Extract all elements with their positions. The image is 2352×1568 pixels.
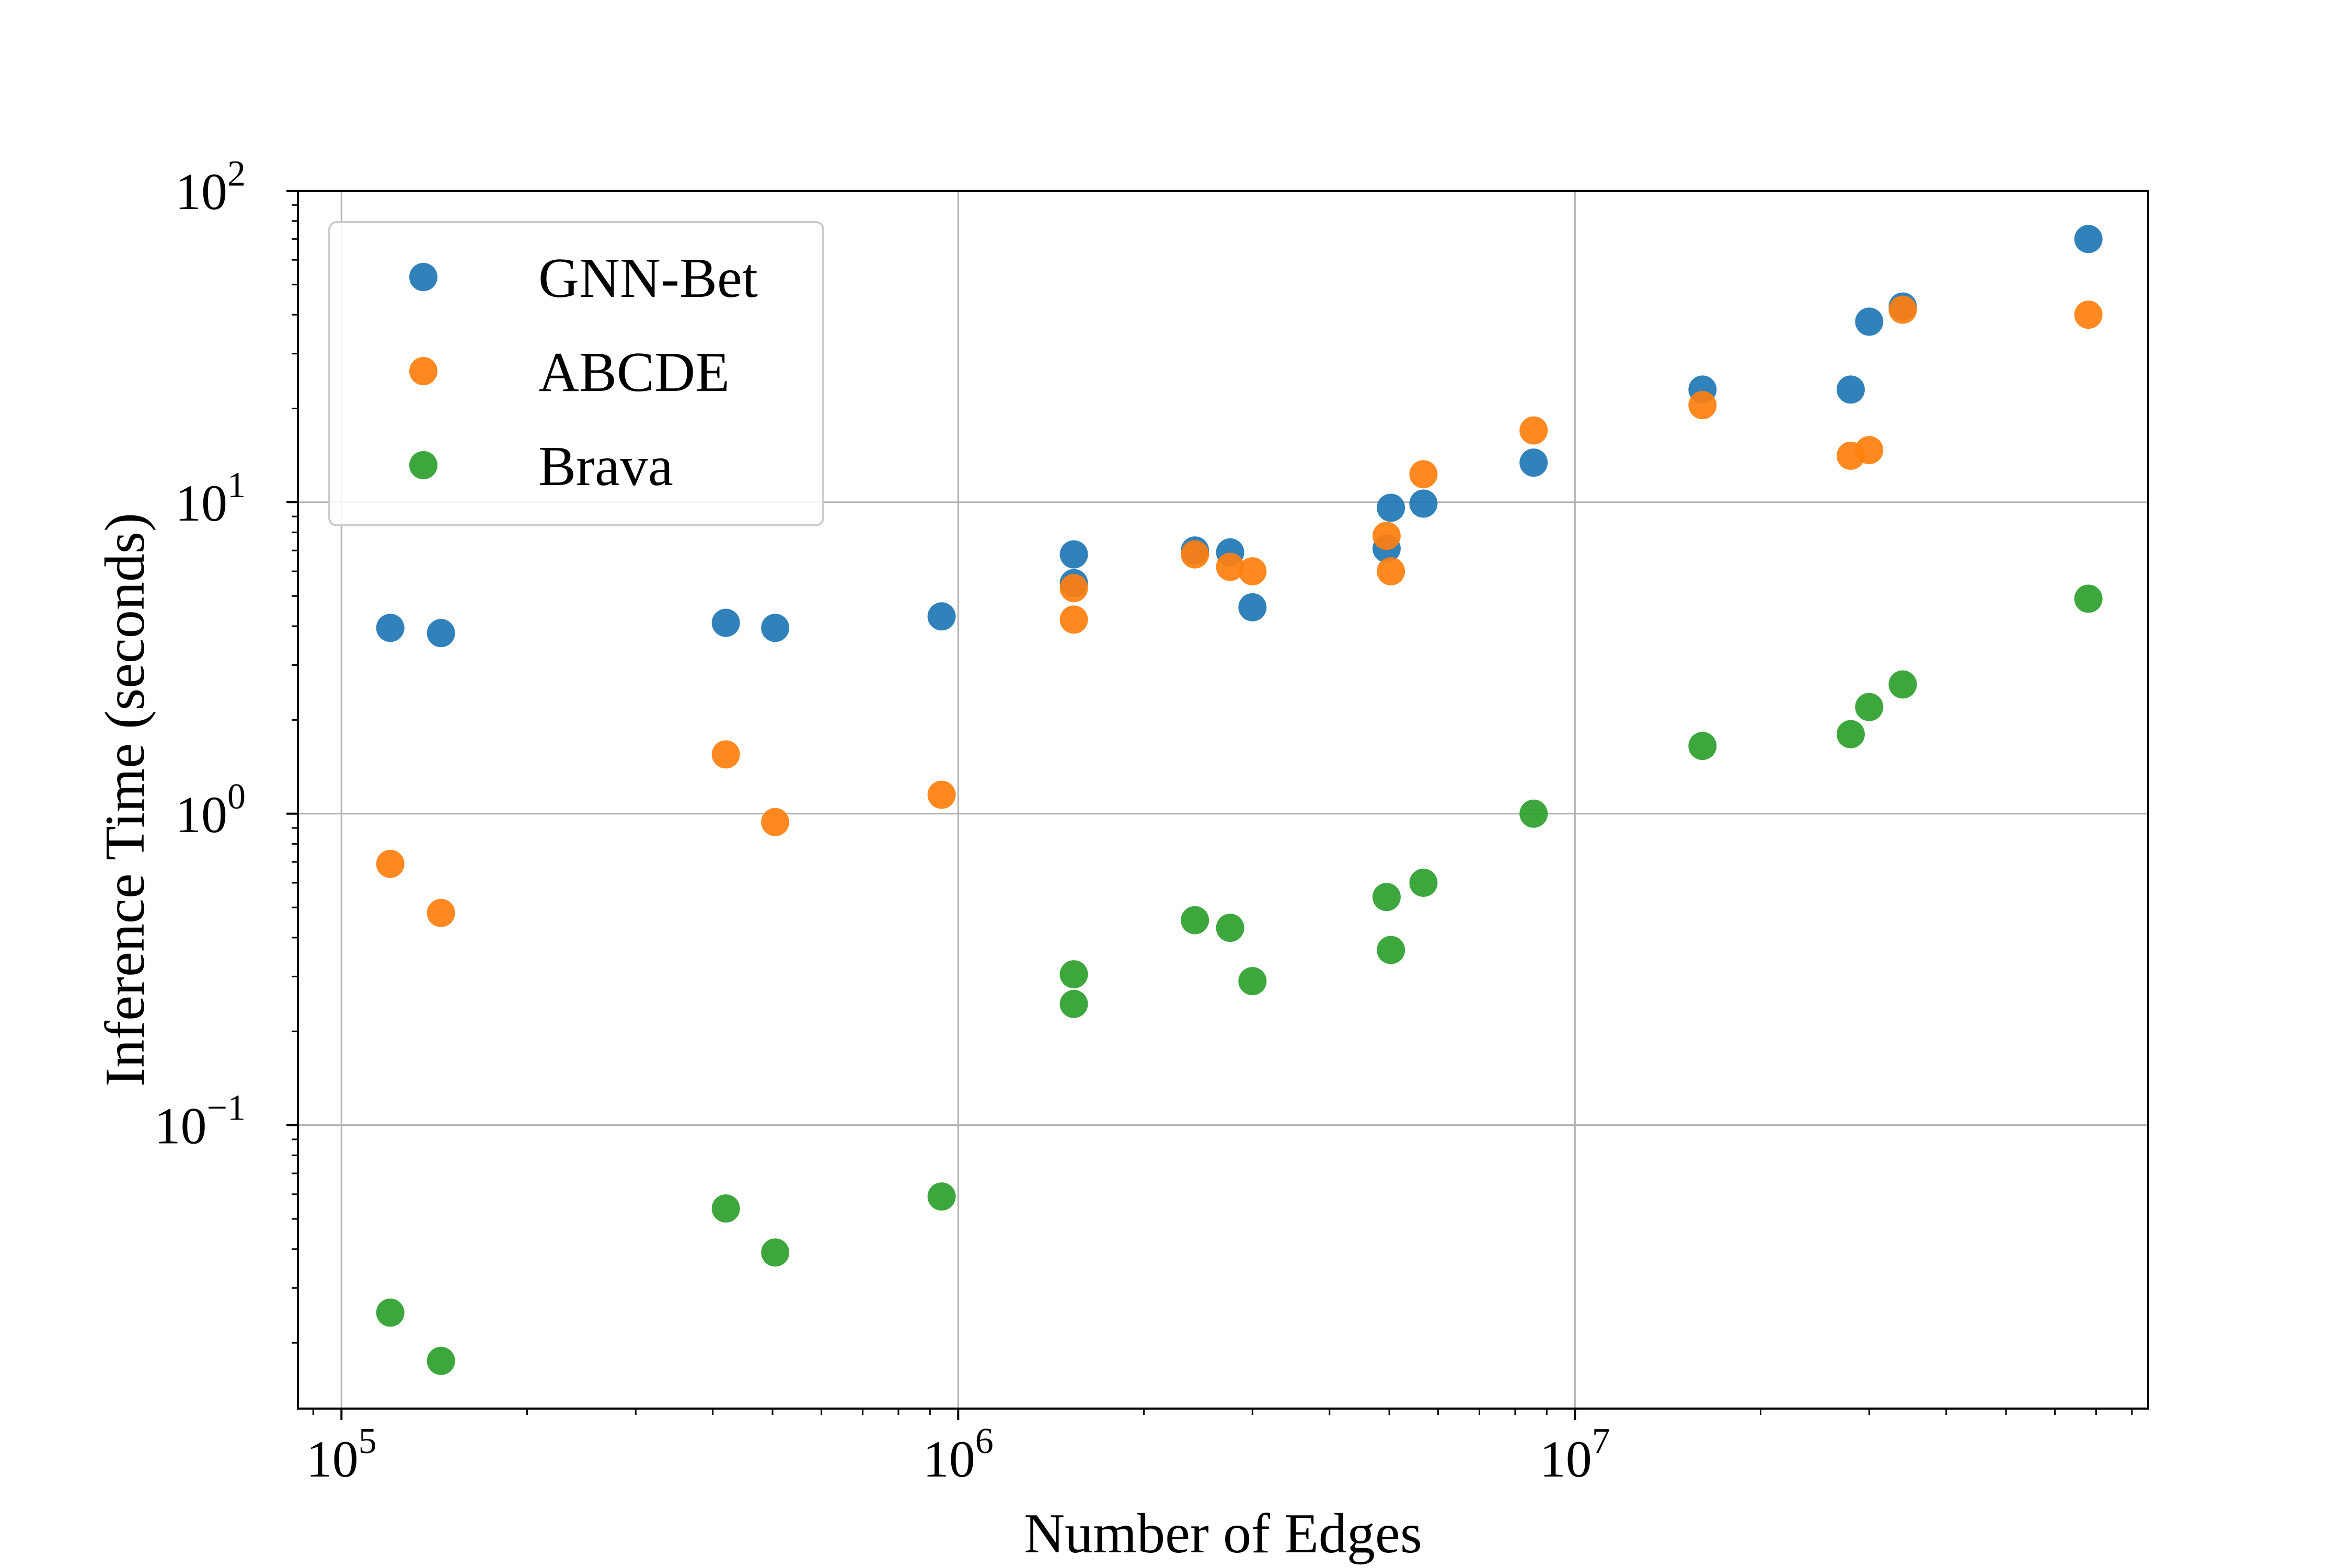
data-point-brava [1688,732,1717,760]
data-point-gnn-bet [1519,448,1548,477]
data-point-abcde [1238,557,1267,586]
plot-frame [297,190,2149,1410]
data-point-brava [1836,720,1865,748]
data-point-gnn-bet [1238,593,1267,621]
x-tick-label: 107 [1540,1421,1610,1488]
data-point-abcde [1688,391,1717,420]
data-points [376,225,2103,1375]
data-point-gnn-bet [1855,307,1884,336]
data-point-brava [1888,670,1917,699]
data-point-gnn-bet [1059,540,1088,569]
data-point-abcde [1519,416,1548,445]
data-point-abcde [1409,460,1438,489]
data-point-gnn-bet [376,614,405,642]
data-point-gnn-bet [761,614,790,642]
data-point-abcde [1372,522,1401,550]
y-axis-title: Inference Time (seconds) [94,513,156,1087]
x-tick-label: 105 [306,1421,377,1488]
data-point-brava [426,1346,455,1375]
data-point-gnn-bet [2074,225,2103,253]
legend-marker [409,357,437,385]
legend-label: ABCDE [538,341,730,403]
data-point-brava [1238,967,1267,996]
data-point-brava [2074,584,2103,613]
data-point-abcde [1181,540,1209,569]
data-point-brava [1059,989,1088,1018]
x-axis-title: Number of Edges [1024,1503,1422,1565]
data-point-abcde [711,740,740,769]
x-tick-label: 106 [923,1421,994,1488]
data-point-brava [711,1194,740,1223]
data-point-abcde [1855,436,1884,465]
data-point-abcde [927,780,956,809]
data-point-abcde [376,849,405,878]
y-tick-label: 10−1 [155,1088,246,1155]
data-point-gnn-bet [1836,375,1865,404]
data-point-abcde [2074,301,2103,329]
legend-label: Brava [538,435,673,498]
y-tick-label: 102 [175,154,246,221]
data-point-gnn-bet [426,619,455,648]
data-point-abcde [1377,557,1405,586]
legend-marker [409,263,437,291]
data-point-brava [1519,799,1548,828]
data-point-abcde [761,808,790,836]
legend: GNN-Bet ABCDE Brava [328,221,824,526]
data-point-brava [1181,906,1209,935]
y-tick-label: 101 [175,465,246,532]
data-point-brava [1216,914,1244,942]
data-point-brava [1377,936,1405,964]
data-point-gnn-bet [711,608,740,637]
data-point-abcde [1216,552,1244,581]
data-point-brava [761,1238,790,1267]
data-point-abcde [1059,574,1088,603]
data-point-brava [1372,883,1401,912]
data-point-brava [376,1298,405,1327]
data-point-abcde [426,898,455,927]
data-point-abcde [1059,605,1088,634]
data-point-brava [1855,693,1884,721]
legend-marker [409,451,437,479]
data-point-brava [1409,868,1438,897]
data-point-gnn-bet [927,602,956,631]
data-point-abcde [1888,295,1917,324]
legend-box [328,221,824,526]
y-tick-label: 100 [175,777,246,844]
data-point-brava [1059,960,1088,989]
data-point-gnn-bet [1377,493,1405,522]
axis-ticks: 105 106 107 10−1 100 101 102 [155,154,2133,1488]
legend-label: GNN-Bet [538,247,758,309]
data-point-gnn-bet [1409,489,1438,518]
data-point-brava [927,1182,956,1211]
